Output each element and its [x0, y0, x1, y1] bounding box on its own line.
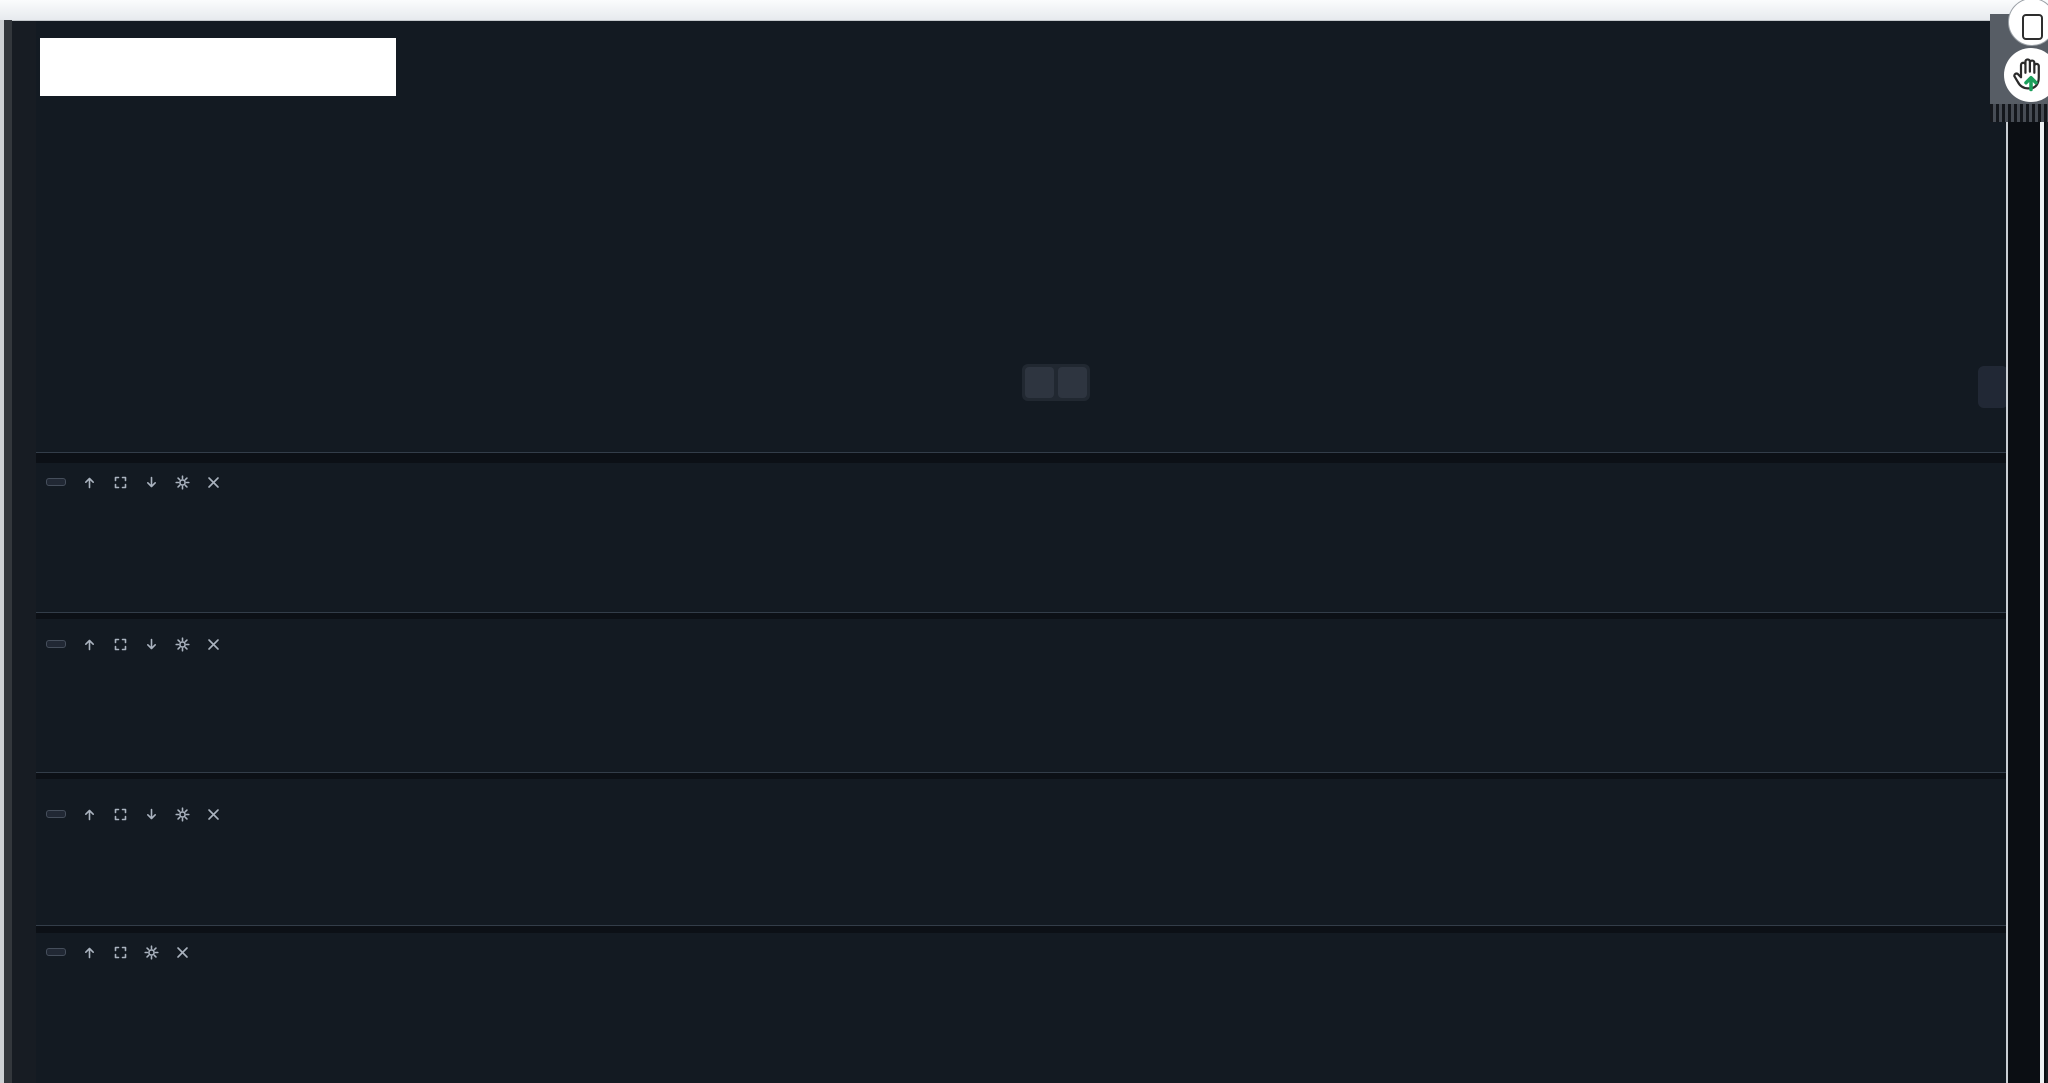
indicator-label-macd [46, 478, 66, 486]
panel-separator[interactable] [34, 612, 2006, 619]
window-left-border [4, 20, 12, 1083]
panel-separator[interactable] [34, 452, 2006, 463]
volume-indicator-row [46, 802, 221, 826]
move-up-icon[interactable] [81, 636, 97, 652]
panel-separator[interactable] [34, 925, 2006, 933]
window-left-edge [0, 20, 4, 1083]
move-up-icon[interactable] [81, 806, 97, 822]
close-icon[interactable] [174, 944, 190, 960]
page-icon [2021, 14, 2043, 40]
zoom-in-button[interactable] [1058, 367, 1087, 398]
indicator-label-volume [46, 810, 66, 818]
zoom-out-button[interactable] [1025, 367, 1054, 398]
indicator-label-stoch [46, 640, 66, 648]
close-icon[interactable] [205, 474, 221, 490]
move-down-icon[interactable] [143, 636, 159, 652]
expand-right-button[interactable] [1978, 366, 2008, 408]
move-down-icon[interactable] [143, 474, 159, 490]
close-icon[interactable] [205, 806, 221, 822]
move-down-icon[interactable] [143, 806, 159, 822]
settings-gear-icon[interactable] [143, 944, 159, 960]
stoch-indicator-row [46, 632, 221, 656]
indicator-label-rsi [46, 948, 66, 956]
vertical-scrollbar[interactable] [2040, 122, 2044, 1083]
overlay-icon-rail [1990, 0, 2048, 122]
settings-gear-icon[interactable] [174, 806, 190, 822]
zoom-controls [1022, 364, 1090, 401]
maximize-icon[interactable] [112, 944, 128, 960]
window-right-edge [2046, 20, 2048, 1083]
maximize-icon[interactable] [112, 806, 128, 822]
page-overlay-button[interactable] [2008, 0, 2048, 46]
settings-gear-icon[interactable] [174, 636, 190, 652]
move-up-icon[interactable] [81, 944, 97, 960]
striped-divider [1990, 104, 2048, 122]
browser-topbar [0, 0, 2048, 21]
ticker-input[interactable] [40, 38, 396, 96]
close-icon[interactable] [205, 636, 221, 652]
maximize-icon[interactable] [112, 636, 128, 652]
hand-up-icon [2013, 58, 2040, 92]
maximize-icon[interactable] [112, 474, 128, 490]
rsi-indicator-row [46, 940, 190, 964]
panel-separator[interactable] [34, 772, 2006, 779]
macd-indicator-row [46, 470, 221, 494]
chart-left-margin [12, 20, 36, 1083]
move-up-icon[interactable] [81, 474, 97, 490]
settings-gear-icon[interactable] [174, 474, 190, 490]
hand-scroll-overlay-button[interactable] [2004, 48, 2048, 102]
